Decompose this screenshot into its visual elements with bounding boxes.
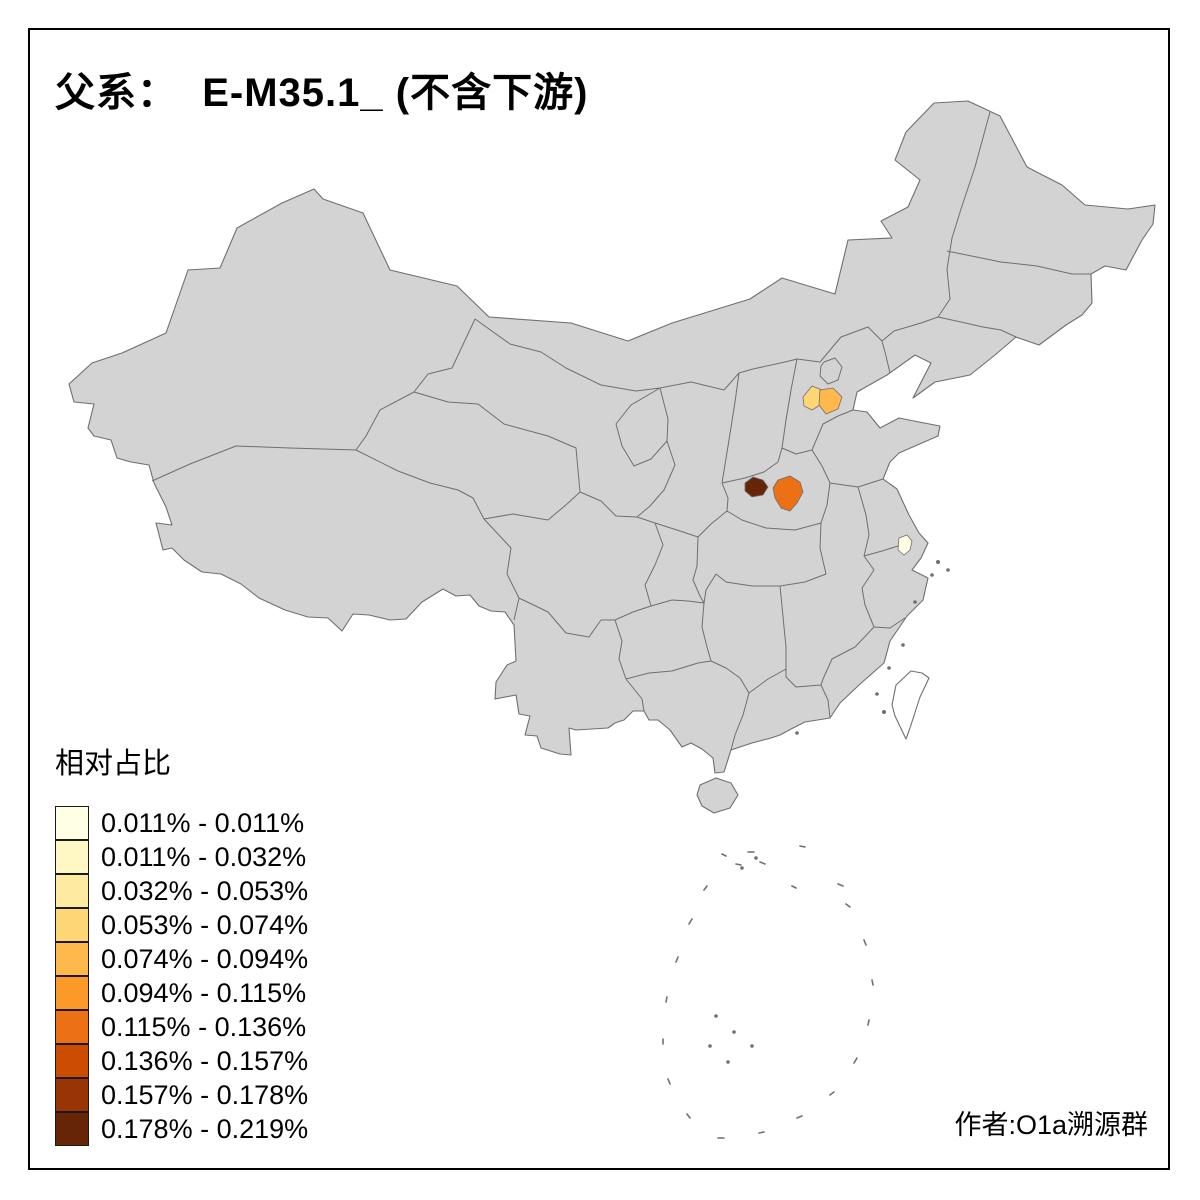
legend-row: 0.115% - 0.136%	[55, 1010, 308, 1044]
hainan-island	[696, 777, 739, 814]
legend-label: 0.011% - 0.032%	[101, 841, 307, 872]
island-dots	[708, 560, 950, 1064]
legend-label: 0.094% - 0.115%	[101, 977, 307, 1008]
legend-swatch	[55, 1044, 89, 1078]
legend-swatch	[55, 942, 89, 976]
legend-row: 0.094% - 0.115%	[55, 976, 308, 1010]
legend-label: 0.157% - 0.178%	[101, 1079, 309, 1110]
legend-label: 0.115% - 0.136%	[101, 1011, 307, 1042]
legend-swatch	[55, 1078, 89, 1112]
legend-row: 0.178% - 0.219%	[55, 1112, 308, 1146]
legend-label: 0.178% - 0.219%	[101, 1113, 309, 1144]
sea-islands-and-dashes	[662, 560, 950, 1139]
legend-row: 0.011% - 0.011%	[55, 806, 308, 840]
legend-swatch	[55, 976, 89, 1010]
highlight-region-1b	[818, 387, 843, 415]
highlight-region-4	[897, 534, 913, 556]
legend-label: 0.053% - 0.074%	[101, 909, 309, 940]
legend-label: 0.032% - 0.053%	[101, 875, 309, 906]
highlight-region-3	[772, 475, 804, 512]
highlight-region-2	[744, 476, 769, 498]
legend-label: 0.136% - 0.157%	[101, 1045, 309, 1076]
taiwan-island	[891, 670, 930, 740]
legend-label: 0.011% - 0.011%	[101, 807, 305, 838]
legend-row: 0.053% - 0.074%	[55, 908, 308, 942]
nine-dash-line	[662, 845, 874, 1139]
legend: 相对占比 0.011% - 0.011% 0.011% - 0.032% 0.0…	[55, 740, 308, 1146]
attribution: 作者:O1a溯源群	[954, 1110, 1148, 1140]
legend-row: 0.157% - 0.178%	[55, 1078, 308, 1112]
legend-swatch	[55, 1112, 89, 1146]
legend-swatch	[55, 874, 89, 908]
map-title: 父系： E-M35.1_ (不含下游)	[55, 71, 589, 115]
legend-swatch	[55, 908, 89, 942]
legend-label: 0.074% - 0.094%	[101, 943, 309, 974]
china-mainland	[68, 100, 1156, 774]
legend-swatch	[55, 840, 89, 874]
legend-swatch	[55, 806, 89, 840]
legend-title: 相对占比	[55, 748, 172, 780]
landmass	[68, 100, 1156, 814]
legend-row: 0.011% - 0.032%	[55, 840, 308, 874]
province-borders	[151, 111, 1091, 751]
legend-row: 0.032% - 0.053%	[55, 874, 308, 908]
highlighted-regions	[744, 385, 913, 556]
legend-row: 0.074% - 0.094%	[55, 942, 308, 976]
legend-row: 0.136% - 0.157%	[55, 1044, 308, 1078]
legend-swatch	[55, 1010, 89, 1044]
